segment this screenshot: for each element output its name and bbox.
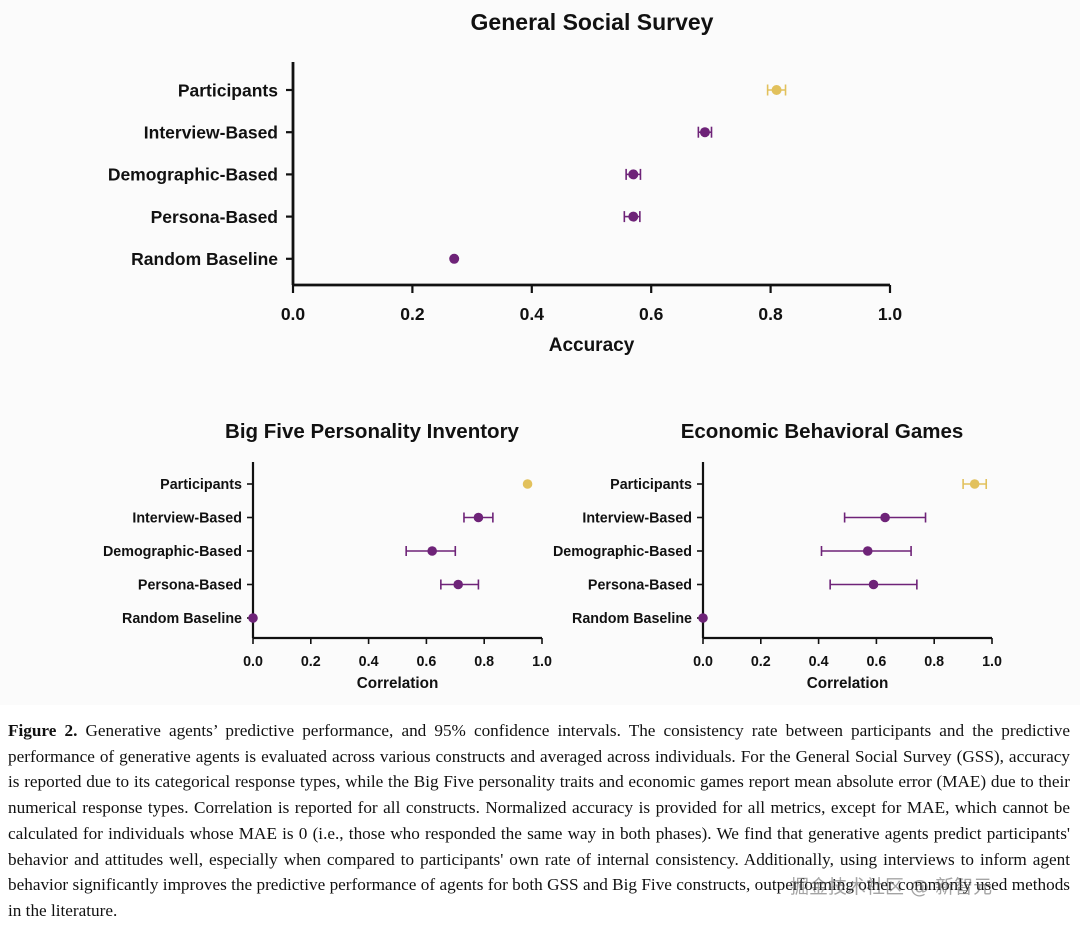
x-tick-label: 1.0	[878, 304, 903, 324]
x-tick-label: 0.6	[866, 654, 886, 670]
category-label: Persona-Based	[588, 578, 692, 594]
category-label: Random Baseline	[122, 611, 242, 627]
data-point	[628, 169, 639, 180]
big-five-chart: Big Five Personality Inventory 0.0 0.2 0.4 0…	[103, 420, 552, 692]
category-label: Interview-Based	[132, 511, 242, 527]
category-label: Participants	[178, 80, 278, 100]
chart-title: Economic Behavioral Games	[681, 420, 964, 443]
x-tick-label: 0.0	[281, 304, 306, 324]
data-point	[969, 479, 980, 489]
category-label: Persona-Based	[138, 578, 242, 594]
x-tick-label: 0.2	[751, 654, 771, 670]
gss-chart: General Social Survey 0.0 0.2 0.4 0.6 0.8 1.0 A…	[108, 9, 903, 356]
x-tick-label: 0.6	[639, 304, 664, 324]
x-tick-label: 0.4	[359, 654, 379, 670]
category-label: Interview-Based	[144, 123, 278, 143]
x-axis-label: Correlation	[357, 675, 439, 692]
data-point	[771, 85, 782, 95]
x-tick-label: 0.0	[243, 654, 263, 670]
chart-title: General Social Survey	[471, 9, 714, 35]
data-point	[473, 512, 484, 523]
caption-label: Figure 2.	[8, 721, 78, 740]
data-point	[628, 211, 639, 222]
x-tick-label: 1.0	[982, 654, 1002, 670]
category-label: Interview-Based	[582, 511, 692, 527]
category-label: Demographic-Based	[108, 165, 278, 185]
category-label: Participants	[610, 477, 692, 493]
x-tick-label: 0.2	[301, 654, 321, 670]
data-point	[453, 579, 463, 590]
data-point	[449, 253, 460, 264]
data-point	[522, 479, 533, 489]
category-label: Random Baseline	[131, 249, 278, 269]
watermark: 掘金技术社区 @ 新智元	[790, 876, 993, 898]
x-tick-label: 0.6	[416, 654, 436, 670]
x-tick-label: 0.8	[924, 654, 944, 670]
data-point	[862, 546, 873, 556]
data-point	[248, 613, 258, 623]
x-tick-label: 0.0	[693, 654, 713, 670]
data-point	[868, 579, 879, 590]
economic-games-chart: Economic Behavioral Games 0.0 0.2 0.4 0.6 0.8…	[553, 420, 1002, 692]
data-point	[698, 613, 708, 623]
caption-text: Generative agents’ predictive performanc…	[8, 721, 1071, 920]
figure-caption: Figure 2. Generative agents’ predictive …	[8, 718, 1070, 924]
x-tick-label: 0.4	[520, 304, 545, 324]
figure-panel: General Social Survey 0.0 0.2 0.4 0.6 0.8 1.0 A…	[102, 9, 1002, 692]
data-point	[699, 127, 710, 138]
x-tick-label: 0.8	[758, 304, 783, 324]
category-label: Persona-Based	[151, 207, 278, 227]
x-tick-label: 1.0	[532, 654, 552, 670]
x-axis-label: Correlation	[807, 675, 889, 692]
x-tick-label: 0.2	[400, 304, 425, 324]
chart-title: Big Five Personality Inventory	[225, 420, 520, 443]
x-tick-label: 0.8	[474, 654, 494, 670]
data-point	[427, 546, 437, 556]
x-axis-label: Accuracy	[549, 335, 635, 356]
category-label: Random Baseline	[572, 611, 692, 627]
category-label: Participants	[160, 477, 242, 493]
category-label: Demographic-Based	[553, 544, 692, 560]
category-label: Demographic-Based	[103, 544, 242, 560]
data-point	[880, 512, 890, 523]
x-tick-label: 0.4	[809, 654, 829, 670]
